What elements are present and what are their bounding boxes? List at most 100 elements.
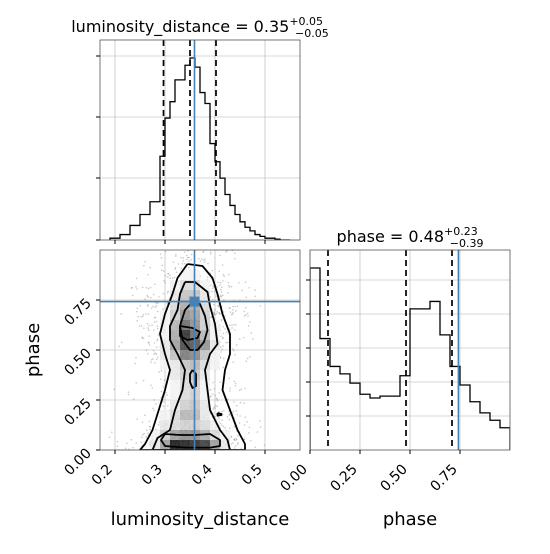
joint-sample-point: [209, 272, 212, 275]
joint-sample-point: [222, 273, 225, 276]
joint-sample-point: [226, 416, 229, 418]
joint-sample-point: [220, 335, 223, 338]
joint-sample-point: [221, 337, 224, 340]
joint-sample-point: [220, 320, 223, 322]
joint-sample-point: [244, 281, 247, 283]
joint-sample-point: [159, 378, 162, 381]
joint-sample-point: [223, 275, 225, 278]
phase-xtick-label-1: 0.25: [327, 462, 360, 495]
joint-sample-point: [224, 427, 227, 429]
joint-sample-point: [219, 381, 221, 384]
joint-sample-point: [155, 358, 158, 361]
joint-sample-point: [162, 400, 164, 403]
joint-sample-point: [220, 295, 223, 298]
joint-sample-point: [144, 414, 146, 416]
joint-density-cell: [160, 410, 170, 420]
joint-sample-point: [180, 267, 183, 269]
joint-sample-point: [140, 315, 142, 318]
joint-sample-point: [214, 308, 216, 311]
joint-sample-point: [233, 426, 236, 428]
joint-sample-point: [141, 336, 144, 339]
joint-contour-0: [139, 263, 246, 450]
joint-density-cell: [180, 350, 190, 360]
joint-sample-point: [131, 286, 134, 289]
joint-sample-point: [245, 296, 248, 299]
joint-sample-point: [246, 421, 249, 423]
joint-sample-point: [238, 389, 241, 392]
joint-sample-point: [151, 387, 154, 389]
joint-sample-point: [234, 439, 236, 442]
joint-density-cell: [160, 340, 170, 350]
joint-sample-point: [218, 270, 221, 272]
joint-sample-point: [149, 425, 151, 428]
joint-density-cell: [170, 350, 180, 360]
joint-sample-point: [228, 286, 231, 288]
joint-sample-point: [214, 404, 217, 407]
joint-density-cell: [200, 280, 210, 290]
joint-sample-point: [155, 320, 158, 323]
joint-sample-point: [230, 285, 233, 288]
joint-density-cell: [200, 380, 210, 390]
luminosity-distance-frame: [99, 39, 301, 241]
joint-sample-point: [231, 324, 233, 326]
joint-sample-point: [142, 337, 145, 340]
joint-sample-point: [148, 335, 151, 337]
luminosity-distance-marginal-panel: [96, 39, 301, 244]
joint-sample-point: [216, 285, 218, 288]
joint-sample-point: [143, 327, 145, 330]
joint-sample-point: [186, 256, 189, 259]
joint-sample-point: [156, 327, 159, 330]
joint-sample-point: [250, 439, 252, 442]
joint-density-cell: [180, 330, 190, 340]
joint-sample-point: [237, 435, 239, 437]
joint-sample-point: [228, 377, 231, 380]
joint-sample-point: [218, 312, 221, 315]
joint-sample-point: [219, 281, 222, 284]
joint-sample-point: [232, 348, 234, 350]
joint-sample-point: [160, 390, 163, 393]
joint-sample-point: [155, 353, 158, 355]
joint-sample-point: [233, 329, 236, 331]
joint-sample-point: [227, 273, 230, 276]
joint-sample-point: [174, 255, 177, 257]
joint-sample-point: [220, 294, 222, 296]
joint-sample-point: [177, 263, 180, 265]
joint-sample-point: [210, 284, 212, 287]
joint-sample-point: [245, 360, 248, 362]
joint-sample-point: [130, 438, 133, 441]
joint-sample-point: [229, 387, 232, 390]
joint-sample-point: [219, 284, 221, 286]
joint-sample-point: [219, 295, 221, 298]
joint-contours: [139, 263, 246, 450]
phase-xtick-label-0: 0.00: [277, 462, 310, 495]
joint-sample-point: [147, 296, 150, 298]
joint-sample-point: [212, 381, 214, 384]
joint-density-cell: [210, 330, 220, 340]
joint-contour-6: [216, 412, 223, 417]
joint-sample-point: [167, 405, 169, 407]
joint-sample-point: [160, 257, 163, 259]
luminosity-distance-title: luminosity_distance = 0.35+0.05 −0.05: [71, 15, 329, 40]
joint-sample-point: [235, 344, 238, 346]
joint-sample-point: [138, 325, 141, 327]
joint-sample-point: [127, 393, 130, 396]
joint-sample-point: [182, 257, 185, 259]
joint-sample-point: [162, 386, 165, 388]
joint-sample-point: [149, 286, 152, 289]
joint-sample-point: [140, 441, 143, 444]
joint-sample-point: [234, 305, 236, 308]
joint-density-cell: [200, 300, 210, 310]
joint-density-cell: [200, 330, 210, 340]
joint-sample-point: [221, 419, 224, 421]
joint-sample-point: [144, 261, 146, 263]
joint-sample-point: [152, 407, 154, 410]
joint-density-cell: [200, 340, 210, 350]
joint-density-cell: [210, 360, 220, 370]
joint-density-cell: [170, 300, 180, 310]
joint-xtick-label-3: 0.5: [239, 462, 266, 489]
joint-sample-point: [258, 420, 261, 422]
joint-density-cell: [170, 370, 180, 380]
joint-sample-point: [207, 276, 209, 278]
joint-sample-point: [218, 392, 221, 394]
joint-sample-point: [153, 316, 156, 319]
